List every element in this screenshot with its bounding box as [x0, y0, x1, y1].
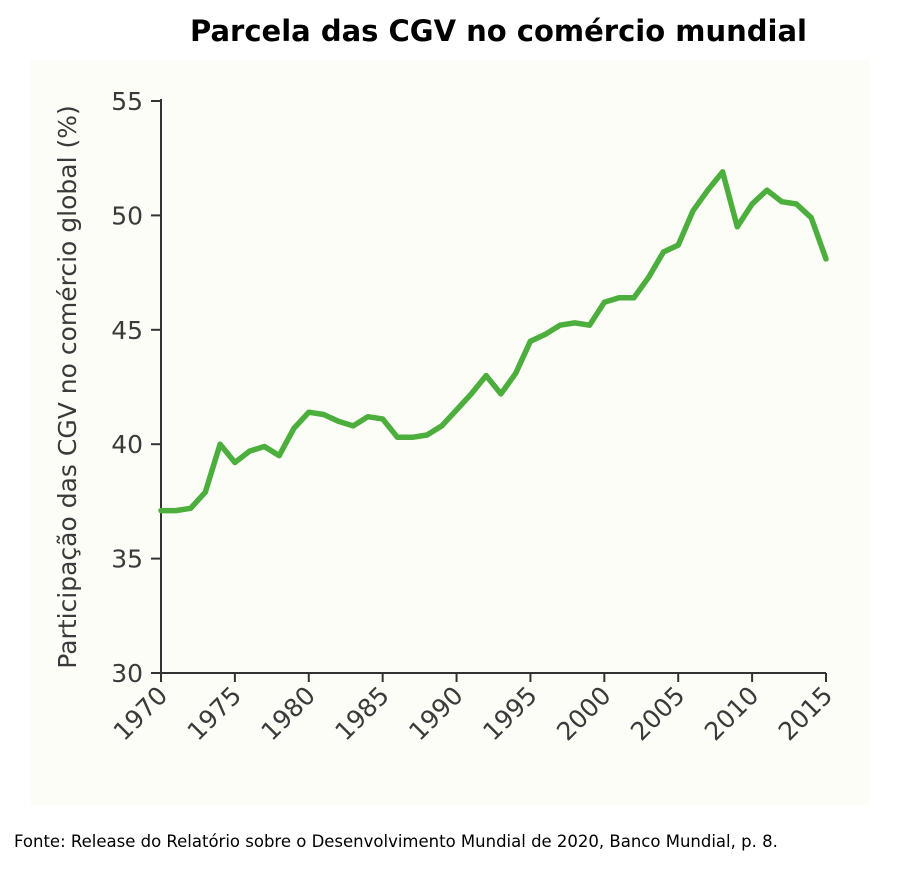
data-point [557, 322, 563, 328]
y-tick-label: 30 [111, 659, 143, 688]
data-point [261, 443, 268, 450]
x-tick-label: 1990 [403, 681, 468, 746]
data-point [217, 441, 223, 447]
data-point [675, 242, 681, 248]
y-tick-label: 50 [111, 201, 143, 230]
data-point [646, 274, 652, 280]
data-point [394, 434, 401, 440]
data-point [601, 299, 607, 305]
data-point [320, 411, 327, 418]
data-point [779, 199, 785, 205]
x-tick-label: 1985 [329, 681, 394, 746]
chart-title: Parcela das CGV no comércio mundial [190, 14, 807, 48]
data-point [424, 432, 430, 438]
data-point [719, 169, 726, 175]
data-point [823, 256, 829, 262]
data-point [542, 331, 548, 337]
data-point [749, 201, 755, 207]
data-point [498, 391, 504, 397]
data-point [616, 295, 622, 301]
y-tick-label: 45 [111, 316, 143, 345]
data-point [409, 434, 415, 440]
data-point [572, 320, 578, 326]
y-tick-label: 40 [111, 430, 143, 459]
x-tick-label: 2015 [773, 681, 838, 746]
series-line [158, 169, 829, 514]
y-tick-label: 35 [111, 545, 143, 574]
source-note: Fonte: Release do Relatório sobre o Dese… [14, 832, 778, 851]
data-point [764, 187, 770, 193]
data-point [247, 448, 253, 454]
x-tick-label: 2010 [699, 681, 764, 746]
x-tick-label: 2000 [551, 681, 616, 746]
x-tick-label: 1995 [477, 681, 542, 746]
data-point [631, 295, 637, 301]
axes [151, 99, 827, 682]
data-point [734, 224, 740, 230]
data-point [793, 201, 800, 207]
data-point [513, 370, 519, 376]
data-point [335, 418, 341, 424]
data-point [705, 187, 711, 193]
data-point [453, 407, 460, 413]
data-point [187, 505, 194, 511]
series-layer [158, 169, 829, 514]
plot-background [30, 60, 870, 805]
data-point [306, 409, 312, 415]
data-point [365, 414, 371, 420]
data-point [202, 489, 208, 495]
data-point [439, 423, 445, 429]
y-tick-label: 55 [111, 87, 143, 116]
data-point [158, 507, 164, 514]
data-point [276, 453, 282, 459]
x-tick-label: 1975 [182, 681, 247, 746]
y-axis-label: Participação das CGV no comércio global … [53, 105, 82, 669]
x-tick-label: 1980 [256, 681, 321, 746]
data-point [808, 215, 814, 221]
data-point [483, 372, 489, 379]
data-point [690, 208, 696, 214]
x-tick-label: 1970 [108, 681, 173, 746]
data-point [232, 459, 238, 466]
data-point [291, 425, 297, 431]
data-point [660, 249, 667, 255]
data-point [350, 423, 356, 429]
data-point [173, 507, 179, 514]
data-point [527, 338, 534, 344]
data-point [586, 322, 593, 328]
data-point [380, 416, 386, 422]
x-tick-label: 2005 [625, 681, 690, 746]
data-point [468, 391, 474, 397]
